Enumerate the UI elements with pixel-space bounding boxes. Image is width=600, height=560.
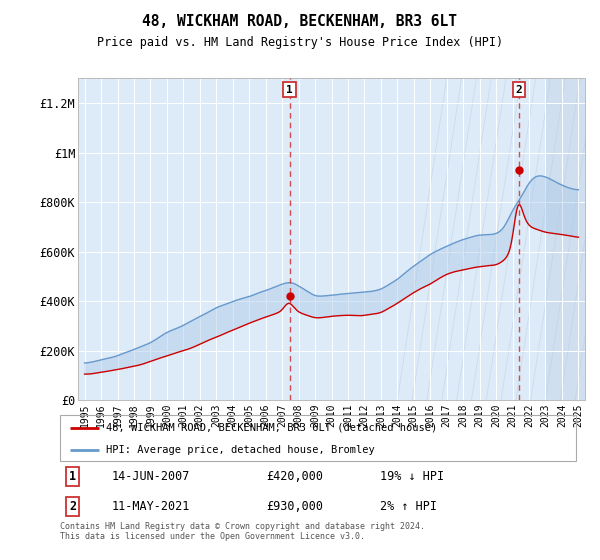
- Text: 1: 1: [70, 470, 76, 483]
- Text: Price paid vs. HM Land Registry's House Price Index (HPI): Price paid vs. HM Land Registry's House …: [97, 36, 503, 49]
- Text: 2: 2: [515, 85, 522, 95]
- Text: 11-MAY-2021: 11-MAY-2021: [112, 500, 190, 513]
- Text: 48, WICKHAM ROAD, BECKENHAM, BR3 6LT: 48, WICKHAM ROAD, BECKENHAM, BR3 6LT: [143, 14, 458, 29]
- Text: HPI: Average price, detached house, Bromley: HPI: Average price, detached house, Brom…: [106, 445, 375, 455]
- Text: 14-JUN-2007: 14-JUN-2007: [112, 470, 190, 483]
- Text: £420,000: £420,000: [266, 470, 323, 483]
- Text: 2% ↑ HPI: 2% ↑ HPI: [380, 500, 437, 513]
- Text: 2: 2: [70, 500, 76, 513]
- Text: 48, WICKHAM ROAD, BECKENHAM, BR3 6LT (detached house): 48, WICKHAM ROAD, BECKENHAM, BR3 6LT (de…: [106, 423, 437, 433]
- Text: 1: 1: [286, 85, 293, 95]
- Text: 19% ↓ HPI: 19% ↓ HPI: [380, 470, 444, 483]
- Text: Contains HM Land Registry data © Crown copyright and database right 2024.
This d: Contains HM Land Registry data © Crown c…: [60, 522, 425, 542]
- Text: £930,000: £930,000: [266, 500, 323, 513]
